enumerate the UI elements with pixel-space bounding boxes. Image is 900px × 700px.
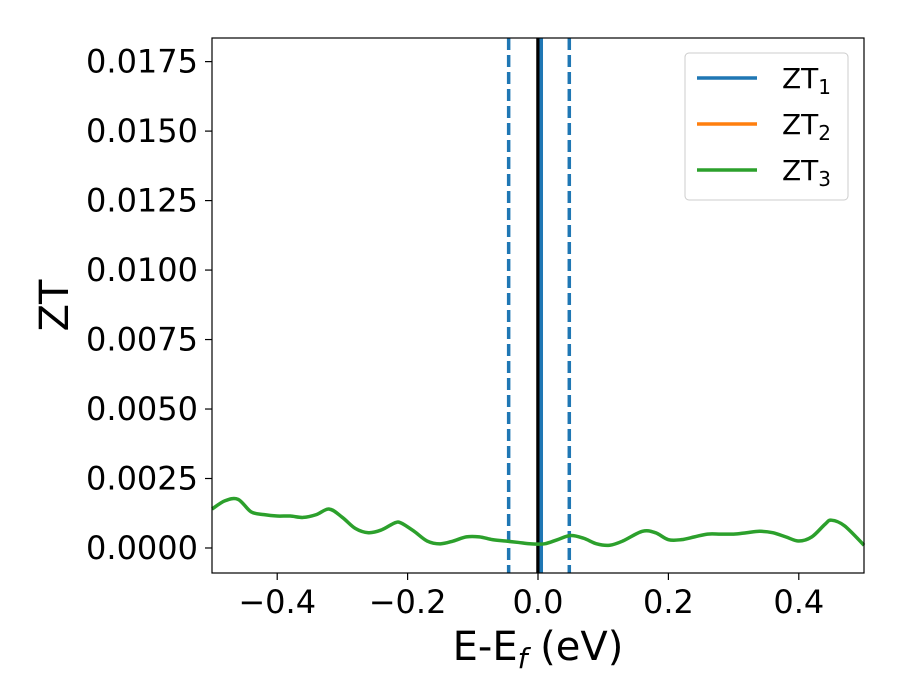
x-tick-label: 0.2: [643, 583, 694, 621]
x-axis-ticks: −0.4 −0.2 0.0 0.2 0.4: [238, 573, 824, 621]
x-tick-label: 0.4: [773, 583, 824, 621]
legend-label-2: ZT2: [782, 108, 831, 145]
series-layer: [211, 496, 866, 548]
legend-box: [684, 52, 849, 201]
x-tick-label: −0.4: [238, 583, 316, 621]
y-tick-label: 0.0125: [86, 182, 198, 220]
x-axis-label-unit: (eV): [527, 624, 623, 670]
y-axis-ticks: 0.0000 0.0025 0.0050 0.0075 0.0100 0.0125 0.01…: [86, 43, 212, 567]
y-tick-label: 0.0100: [86, 251, 198, 289]
x-axis-label: E-Ef (eV): [453, 624, 624, 675]
y-tick-label: 0.0050: [86, 390, 198, 428]
series-line-0: [211, 496, 866, 548]
y-axis-label: ZT: [32, 279, 78, 331]
y-tick-label: 0.0025: [86, 460, 198, 498]
legend-label-3: ZT3: [782, 154, 831, 191]
vertical-lines: [506, 38, 572, 573]
x-axis-label-main: E-E: [453, 624, 518, 670]
y-tick-label: 0.0175: [86, 43, 198, 81]
legend: ZT1 ZT2 ZT3: [684, 52, 849, 201]
x-tick-label: 0.0: [513, 583, 564, 621]
x-tick-label: −0.2: [369, 583, 447, 621]
y-tick-label: 0.0000: [86, 529, 198, 567]
y-tick-label: 0.0150: [86, 112, 198, 150]
legend-label-1: ZT1: [782, 62, 831, 99]
y-tick-label: 0.0075: [86, 321, 198, 359]
